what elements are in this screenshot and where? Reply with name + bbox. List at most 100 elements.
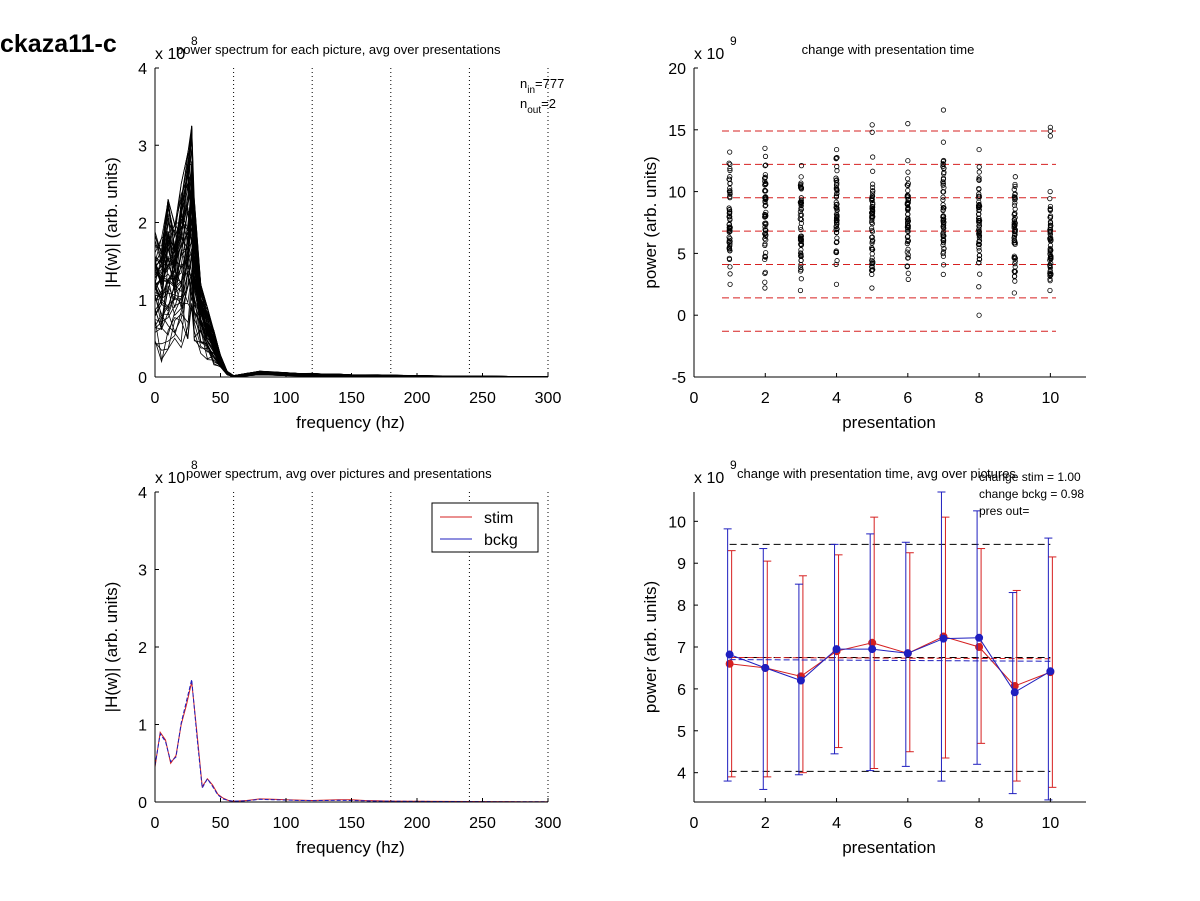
panel2-data-point [763,237,769,243]
panel2-column-10 [1047,124,1054,294]
panel2-data-point [833,156,839,162]
panel2-data-point [904,241,910,247]
panel2-data-point [905,276,911,282]
panel1-y-tick-label: 1 [138,293,147,310]
panel2-exponent-power: 9 [730,34,737,48]
panel4-series-bckg [723,491,1055,801]
panel2-data-point [941,245,947,252]
panel2-data-point [1011,235,1017,241]
panel2-data-point [1012,273,1018,279]
panel2-data-point [904,201,910,207]
panel1-curves [154,125,549,378]
panel2-data-point [762,253,768,259]
panel3-x-tick-label: 50 [212,815,230,832]
panel2-data-point [1012,196,1018,202]
panel3-x-tick-label: 0 [151,815,160,832]
panel2-data-point [1047,219,1054,225]
panel2-column-6 [904,121,912,282]
panel2-outlier-point [869,129,875,135]
panel2-data-point [905,193,911,199]
panel2-data-point [905,158,911,164]
panel4-mean-point [903,649,912,658]
panel4-mean-point [725,650,734,659]
panel2-data-point [834,187,840,194]
panel2-outlier-point [869,122,875,128]
panel4-y-axis-label: power (arb. units) [641,581,660,713]
panel1-spectrum-curve [154,233,549,378]
panel1-title: power spectrum for each picture, avg ove… [176,42,501,57]
panel3-title: power spectrum, avg over pictures and pr… [186,466,492,481]
panel2-data-point [1012,174,1018,180]
panel4-x-axis-label: presentation [842,838,936,857]
panel2-data-point [905,176,911,182]
panel2-data-point [762,269,768,275]
panel2-data-point [834,164,840,170]
panel2-data-point [869,196,875,203]
panel2-data-point [940,219,946,226]
panel4-x-tick-label: 10 [1041,815,1059,832]
panel4-y-tick-label: 9 [677,556,686,573]
panel2-data-point [763,202,769,208]
panel2-column-5 [868,122,876,291]
panel2-data-point [834,205,840,211]
panel2-data-point [762,279,768,285]
panel2-data-point [1047,196,1053,202]
panel2-data-point [870,181,876,187]
panel2-y-tick-label: -5 [672,370,686,387]
panel2-column-1 [726,149,733,287]
panel2-data-point [798,264,804,271]
panel2-data-point [905,169,911,175]
panel2-data-point [834,207,840,213]
panel2-data-point [869,215,875,221]
panel2-data-point [833,281,840,287]
panel2-data-point [762,224,768,230]
panel2-data-point [798,251,804,257]
panel4-trend-bckg [729,659,1051,662]
panel2-data-point [1047,206,1053,212]
panel2-data-point [976,284,982,290]
panel2-data-point [798,206,804,212]
panel2-data-point [976,169,982,175]
panel2-data-point [834,221,840,227]
panel2-data-point [762,175,768,181]
panel2-data-point [1012,183,1018,190]
panel2-data-point [869,193,875,199]
panel1-x-tick-label: 0 [151,390,160,407]
panel3-x-tick-label: 150 [338,815,365,832]
panel2-data-point [905,255,911,261]
panel2-data-point [976,164,982,170]
panel4-mean-point [832,645,841,654]
panel2-data-point [1047,268,1053,274]
panel2-data-point [940,139,947,145]
panel2-data-point [726,207,732,213]
panel2-data-point [870,200,876,206]
panel2-data-point [905,211,911,217]
panel2-data-point [798,267,804,273]
panel2-data-point [727,235,733,242]
panel2-data-point [940,205,947,211]
panel2-column-3 [797,163,805,294]
panel2-data-point [798,186,804,192]
panel2-data-point [976,245,982,251]
panel2-data-point [797,200,804,206]
panel2-data-point [869,184,876,190]
panel2-data-point [798,199,804,205]
panel2-data-point [762,145,768,151]
panel2-column-8 [975,146,983,318]
panel2-data-point [869,267,875,273]
panel2-x-tick-label: 6 [903,390,912,407]
panel2-x-tick-label: 4 [832,390,841,407]
panel2-title: change with presentation time [802,42,975,57]
panel1-x-axis-label: frequency (hz) [296,413,405,432]
panel2-data-point [726,227,732,233]
panel2-outlier-point [1047,133,1053,139]
panel2-data-point [833,227,839,233]
panel2-outlier-point [940,107,947,113]
panel4-x-tick-label: 8 [975,815,984,832]
panel2-data-point [905,252,911,258]
panel2-data-point [1011,202,1018,208]
panel2-data-point [940,236,947,243]
panel2-data-point [1011,216,1018,223]
panel2-data-point [834,229,840,235]
